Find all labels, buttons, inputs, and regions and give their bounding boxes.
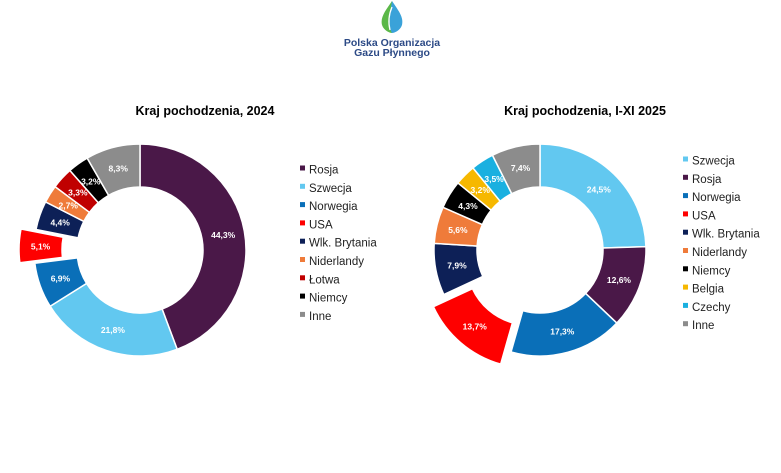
legend-label-inne: Inne bbox=[309, 311, 331, 323]
slice-label-rosja: 12,6% bbox=[607, 275, 632, 285]
legend-label-niderlandy: Niderlandy bbox=[692, 247, 747, 259]
slice-label-usa: 13,7% bbox=[463, 321, 488, 331]
slice-label-inne: 8,3% bbox=[109, 163, 129, 173]
legend-label-wlk-brytania: Wlk. Brytania bbox=[692, 229, 760, 241]
legend-swatch-rosja bbox=[683, 174, 688, 180]
legend-label-niemcy: Niemcy bbox=[692, 265, 731, 277]
slice-label-czechy: 3,5% bbox=[484, 174, 504, 184]
logo: Polska Organizacja Gazu Płynnego bbox=[332, 0, 452, 60]
legend-label-lotwa: Łotwa bbox=[309, 274, 340, 286]
slice-label-belgia: 3,2% bbox=[471, 185, 491, 195]
legend-label-wlk-brytania: Wlk. Brytania bbox=[309, 238, 377, 250]
slice-label-wlk-brytania: 4,4% bbox=[50, 217, 70, 227]
legend-label-norwegia: Norwegia bbox=[309, 201, 358, 213]
legend-label-inne: Inne bbox=[692, 320, 714, 332]
slice-label-niemcy: 3,2% bbox=[81, 176, 101, 186]
slice-label-niderlandy: 2,7% bbox=[59, 200, 79, 210]
legend-swatch-wlk-brytania bbox=[683, 229, 688, 235]
legend-swatch-szwecja bbox=[683, 156, 688, 162]
legend-2025: Szwecja Rosja Norwegia USA Wlk. Brytania Nide… bbox=[683, 156, 760, 332]
slice-label-szwecja: 24,5% bbox=[587, 184, 612, 194]
slice-norwegia bbox=[510, 292, 618, 357]
legend-swatch-niderlandy bbox=[300, 257, 305, 262]
legend-label-norwegia: Norwegia bbox=[692, 192, 741, 204]
legend-swatch-norwegia bbox=[300, 202, 305, 208]
chart-title-2025: Kraj pochodzenia, I-XI 2025 bbox=[504, 104, 666, 118]
chart-title-2024: Kraj pochodzenia, 2024 bbox=[135, 104, 275, 118]
legend-swatch-usa bbox=[683, 211, 688, 217]
legend-swatch-norwegia bbox=[683, 193, 688, 199]
slice-szwecja bbox=[539, 143, 647, 249]
slice-label-lotwa: 3,3% bbox=[68, 188, 88, 198]
slice-inne bbox=[86, 143, 141, 197]
slice-rosja bbox=[139, 143, 247, 351]
logo-text-line1: Polska Organizacja bbox=[343, 37, 441, 49]
legend-swatch-usa bbox=[300, 220, 305, 226]
legend-swatch-lotwa bbox=[300, 275, 305, 281]
slice-inne bbox=[491, 143, 541, 195]
legend-label-szwecja: Szwecja bbox=[692, 156, 735, 168]
legend-label-niemcy: Niemcy bbox=[309, 293, 348, 305]
legend-label-belgia: Belgia bbox=[692, 284, 725, 296]
legend-label-czechy: Czechy bbox=[692, 302, 731, 314]
donut-chart-2025: 24,5% 12,6% 17,3% 13,7% 7,9% 5,6% 4,3% 3,2%3,5%… bbox=[432, 143, 647, 366]
legend-swatch-niemcy bbox=[300, 293, 305, 299]
slice-label-szwecja: 21,8% bbox=[101, 325, 126, 335]
legend-label-usa: USA bbox=[309, 219, 333, 231]
legend-swatch-rosja bbox=[300, 165, 305, 171]
legend-swatch-czechy bbox=[683, 302, 688, 308]
slice-label-inne: 7,4% bbox=[511, 163, 531, 173]
slice-norwegia bbox=[33, 257, 88, 308]
legend-swatch-niemcy bbox=[683, 266, 688, 272]
logo-text-line2: Gazu Płynnego bbox=[354, 47, 430, 59]
legend-swatch-szwecja bbox=[300, 183, 305, 189]
logo-drop-icon bbox=[381, 1, 403, 33]
legend-label-niderlandy: Niderlandy bbox=[309, 256, 364, 268]
legend-swatch-inne bbox=[683, 321, 688, 327]
donut-chart-2024: 44,3% 21,8% 6,9% 5,1% 4,4% 2,7% 3,3% 3,2% 8,3% bbox=[18, 143, 247, 357]
legend-swatch-niderlandy bbox=[683, 248, 688, 253]
slice-label-niemcy: 4,3% bbox=[458, 201, 478, 211]
legend-label-szwecja: Szwecja bbox=[309, 183, 352, 195]
legend-label-usa: USA bbox=[692, 210, 716, 222]
slice-label-norwegia: 17,3% bbox=[550, 327, 575, 337]
slice-label-norwegia: 6,9% bbox=[51, 273, 71, 283]
legend-swatch-inne bbox=[300, 311, 305, 317]
legend-2024: Rosja Szwecja Norwegia USA Wlk. Brytania Nide… bbox=[300, 165, 377, 323]
slice-label-wlk-brytania: 7,9% bbox=[447, 261, 467, 271]
legend-swatch-belgia bbox=[683, 284, 688, 290]
slice-label-rosja: 44,3% bbox=[211, 230, 236, 240]
slice-usa bbox=[432, 287, 514, 366]
slice-label-niderlandy: 5,6% bbox=[448, 225, 468, 235]
slice-label-usa: 5,1% bbox=[31, 242, 51, 252]
slice-usa bbox=[18, 228, 65, 264]
legend-label-rosja: Rosja bbox=[692, 174, 722, 186]
legend-label-rosja: Rosja bbox=[309, 165, 339, 177]
legend-swatch-wlk-brytania bbox=[300, 238, 305, 244]
